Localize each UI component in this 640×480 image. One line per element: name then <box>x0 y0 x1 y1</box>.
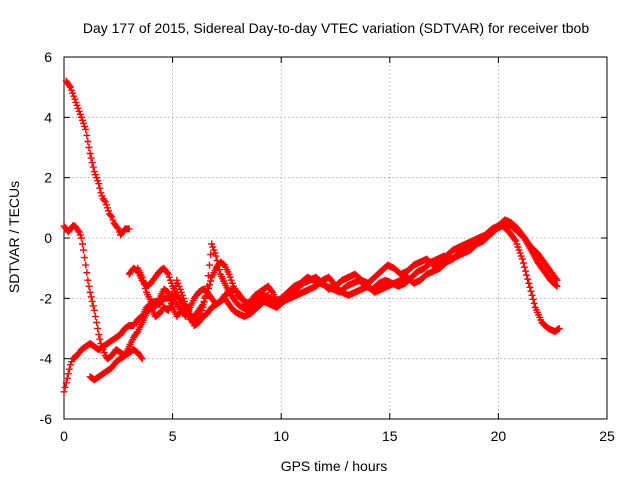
tick-labels: 0 5 10 15 20 25 -6 -4 -2 0 2 4 6 <box>40 49 615 444</box>
y-axis-label: SDTVAR / TECUs <box>6 181 22 293</box>
series-trace-1 <box>62 77 133 239</box>
series-trace-6 <box>134 240 272 326</box>
x-tick-label: 20 <box>491 428 507 444</box>
x-tick-label: 5 <box>169 428 177 444</box>
series-trace-5 <box>125 216 561 323</box>
y-tick-label: -6 <box>40 411 53 427</box>
y-tick-label: 0 <box>44 230 52 246</box>
marker-path-trace-6 <box>134 240 272 326</box>
y-tick-label: 4 <box>44 109 52 125</box>
marker-path-trace-1 <box>62 77 133 239</box>
axis-ticks <box>63 56 608 420</box>
y-tick-label: -2 <box>40 290 53 306</box>
chart-title: Day 177 of 2015, Sidereal Day-to-day VTE… <box>83 20 590 36</box>
x-tick-label: 0 <box>60 428 68 444</box>
x-tick-label: 10 <box>273 428 289 444</box>
series-trace-3 <box>60 222 563 396</box>
y-tick-label: -4 <box>40 351 53 367</box>
y-tick-label: 6 <box>44 49 52 65</box>
x-tick-label: 15 <box>382 428 398 444</box>
marker-path-trace-5 <box>125 216 561 323</box>
x-axis-label: GPS time / hours <box>281 458 388 474</box>
marker-path-trace-3 <box>60 222 563 396</box>
x-tick-label: 25 <box>599 428 615 444</box>
data-markers <box>60 77 563 396</box>
y-tick-label: 2 <box>44 170 52 186</box>
